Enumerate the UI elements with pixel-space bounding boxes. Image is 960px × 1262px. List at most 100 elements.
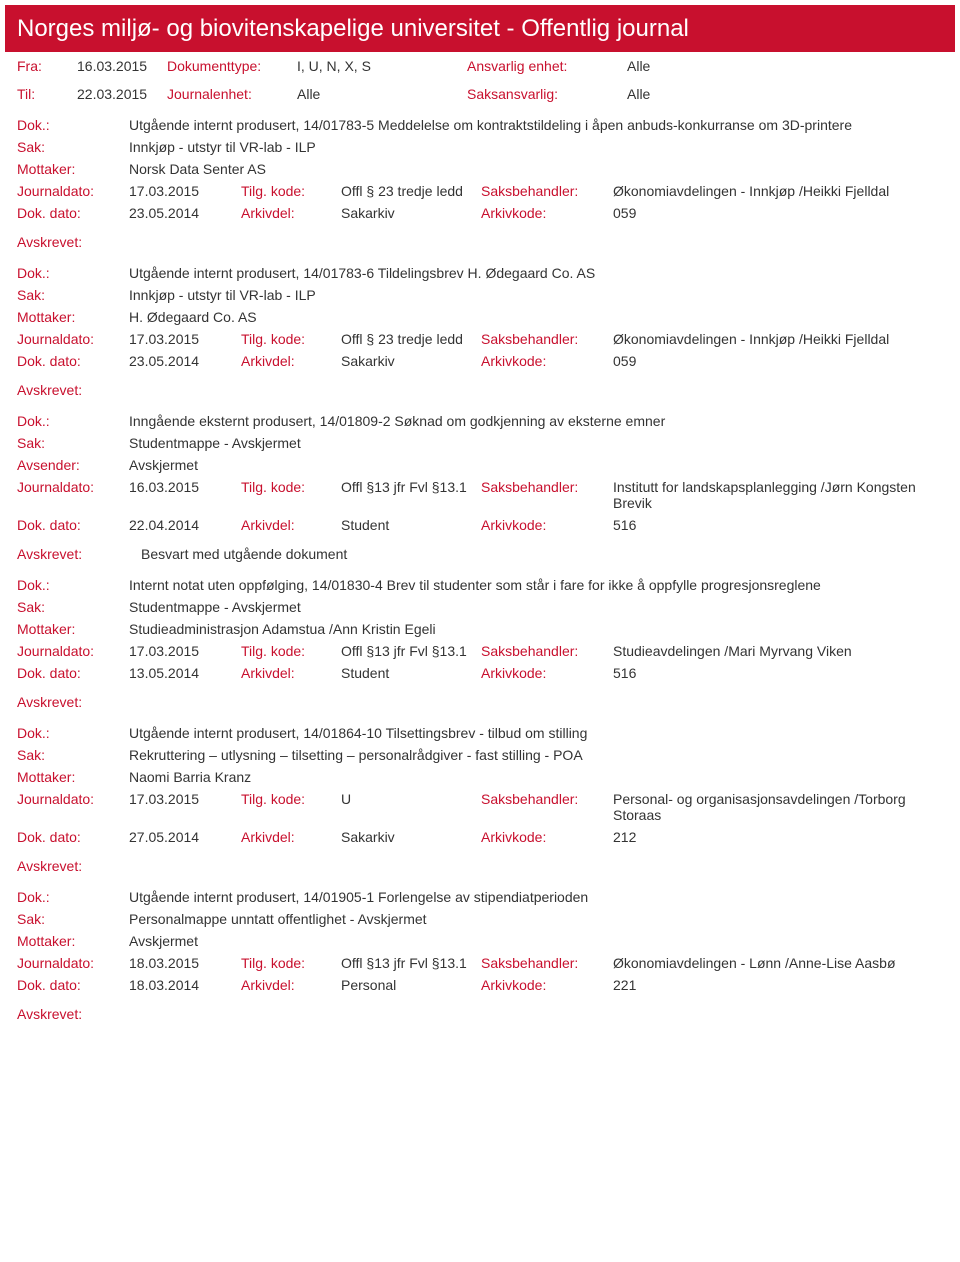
avskrevet-label: Avskrevet: <box>17 382 129 398</box>
doktype-value: I, U, N, X, S <box>297 58 467 74</box>
ansvarlig-label: Ansvarlig enhet: <box>467 58 627 74</box>
meta-row-2: Dok. dato: 13.05.2014 Arkivdel: Student … <box>5 662 955 684</box>
sak-line: Sak: Studentmappe - Avskjermet <box>5 432 955 454</box>
dokdato-value: 22.04.2014 <box>129 517 241 533</box>
party-label: Mottaker: <box>17 161 129 177</box>
arkivdel-value: Sakarkiv <box>341 829 481 845</box>
tilgkode-value: Offl §13 jfr Fvl §13.1 <box>341 643 481 659</box>
filter-row-2: Til: 22.03.2015 Journalenhet: Alle Saksa… <box>5 80 955 108</box>
dok-label: Dok.: <box>17 117 129 133</box>
arkivdel-label: Arkivdel: <box>241 353 341 369</box>
sak-value: Rekruttering – utlysning – tilsetting – … <box>129 747 943 763</box>
arkivkode-value: 516 <box>613 665 943 681</box>
dokdato-label: Dok. dato: <box>17 517 129 533</box>
dok-label: Dok.: <box>17 725 129 741</box>
meta-row-1: Journaldato: 17.03.2015 Tilg. kode: U Sa… <box>5 788 955 826</box>
party-value: Avskjermet <box>129 457 943 473</box>
dokdato-value: 27.05.2014 <box>129 829 241 845</box>
saksbehandler-label: Saksbehandler: <box>481 643 613 659</box>
arkivdel-label: Arkivdel: <box>241 205 341 221</box>
journalenhet-value: Alle <box>297 86 467 102</box>
saksbehandler-label: Saksbehandler: <box>481 479 613 511</box>
journaldato-value: 18.03.2015 <box>129 955 241 971</box>
arkivkode-value: 059 <box>613 205 943 221</box>
tilgkode-label: Tilg. kode: <box>241 955 341 971</box>
tilgkode-label: Tilg. kode: <box>241 643 341 659</box>
tilgkode-label: Tilg. kode: <box>241 791 341 823</box>
party-label: Mottaker: <box>17 621 129 637</box>
tilgkode-value: Offl § 23 tredje ledd <box>341 331 481 347</box>
sak-value: Innkjøp - utstyr til VR-lab - ILP <box>129 139 943 155</box>
tilgkode-value: Offl § 23 tredje ledd <box>341 183 481 199</box>
avskrevet-label: Avskrevet: <box>17 1006 129 1022</box>
party-line: Mottaker: Norsk Data Senter AS <box>5 158 955 180</box>
arkivkode-value: 221 <box>613 977 943 993</box>
sak-label: Sak: <box>17 599 129 615</box>
saksbehandler-label: Saksbehandler: <box>481 183 613 199</box>
filter-row-1: Fra: 16.03.2015 Dokumenttype: I, U, N, X… <box>5 52 955 80</box>
avskrevet-label: Avskrevet: <box>17 234 129 250</box>
avskrevet-value <box>129 234 141 250</box>
journal-entry: Dok.: Internt notat uten oppfølging, 14/… <box>5 574 955 716</box>
doktype-label: Dokumenttype: <box>167 58 297 74</box>
avskrevet-value: Besvart med utgående dokument <box>129 546 347 562</box>
sak-value: Innkjøp - utstyr til VR-lab - ILP <box>129 287 943 303</box>
tilgkode-value: U <box>341 791 481 823</box>
saksansvarlig-label: Saksansvarlig: <box>467 86 627 102</box>
meta-row-2: Dok. dato: 18.03.2014 Arkivdel: Personal… <box>5 974 955 996</box>
dokdato-label: Dok. dato: <box>17 977 129 993</box>
meta-row-2: Dok. dato: 27.05.2014 Arkivdel: Sakarkiv… <box>5 826 955 848</box>
dok-value: Inngående eksternt produsert, 14/01809-2… <box>129 413 943 429</box>
party-line: Avsender: Avskjermet <box>5 454 955 476</box>
saksbehandler-value: Økonomiavdelingen - Lønn /Anne-Lise Aasb… <box>613 955 943 971</box>
meta-row-1: Journaldato: 17.03.2015 Tilg. kode: Offl… <box>5 328 955 350</box>
journaldato-label: Journaldato: <box>17 643 129 659</box>
dok-label: Dok.: <box>17 889 129 905</box>
journaldato-value: 17.03.2015 <box>129 643 241 659</box>
dok-value: Utgående internt produsert, 14/01783-6 T… <box>129 265 943 281</box>
meta-row-1: Journaldato: 16.03.2015 Tilg. kode: Offl… <box>5 476 955 514</box>
arkivkode-label: Arkivkode: <box>481 665 613 681</box>
avskrevet-line: Avskrevet: <box>5 372 955 404</box>
sak-value: Studentmappe - Avskjermet <box>129 435 943 451</box>
arkivkode-label: Arkivkode: <box>481 829 613 845</box>
tilgkode-value: Offl §13 jfr Fvl §13.1 <box>341 955 481 971</box>
dok-value: Utgående internt produsert, 14/01864-10 … <box>129 725 943 741</box>
dok-value: Utgående internt produsert, 14/01783-5 M… <box>129 117 943 133</box>
party-value: H. Ødegaard Co. AS <box>129 309 943 325</box>
sak-label: Sak: <box>17 139 129 155</box>
entries-container: Dok.: Utgående internt produsert, 14/017… <box>5 114 955 1028</box>
til-label: Til: <box>17 86 77 102</box>
avskrevet-line: Avskrevet: <box>5 848 955 880</box>
party-value: Norsk Data Senter AS <box>129 161 943 177</box>
arkivdel-label: Arkivdel: <box>241 977 341 993</box>
saksbehandler-value: Personal- og organisasjonsavdelingen /To… <box>613 791 943 823</box>
sak-line: Sak: Innkjøp - utstyr til VR-lab - ILP <box>5 136 955 158</box>
arkivkode-label: Arkivkode: <box>481 517 613 533</box>
arkivkode-label: Arkivkode: <box>481 977 613 993</box>
sak-line: Sak: Personalmappe unntatt offentlighet … <box>5 908 955 930</box>
saksbehandler-value: Økonomiavdelingen - Innkjøp /Heikki Fjel… <box>613 183 943 199</box>
arkivkode-label: Arkivkode: <box>481 205 613 221</box>
arkivdel-value: Student <box>341 665 481 681</box>
dok-value: Internt notat uten oppfølging, 14/01830-… <box>129 577 943 593</box>
journalenhet-label: Journalenhet: <box>167 86 297 102</box>
arkivdel-value: Sakarkiv <box>341 205 481 221</box>
party-value: Naomi Barria Kranz <box>129 769 943 785</box>
arkivdel-label: Arkivdel: <box>241 517 341 533</box>
saksbehandler-value: Økonomiavdelingen - Innkjøp /Heikki Fjel… <box>613 331 943 347</box>
party-label: Mottaker: <box>17 769 129 785</box>
journaldato-label: Journaldato: <box>17 183 129 199</box>
dok-label: Dok.: <box>17 577 129 593</box>
dok-line: Dok.: Inngående eksternt produsert, 14/0… <box>5 410 955 432</box>
saksbehandler-label: Saksbehandler: <box>481 331 613 347</box>
journaldato-label: Journaldato: <box>17 331 129 347</box>
saksbehandler-label: Saksbehandler: <box>481 955 613 971</box>
party-line: Mottaker: H. Ødegaard Co. AS <box>5 306 955 328</box>
avskrevet-label: Avskrevet: <box>17 858 129 874</box>
fra-label: Fra: <box>17 58 77 74</box>
dokdato-label: Dok. dato: <box>17 205 129 221</box>
journal-entry: Dok.: Utgående internt produsert, 14/019… <box>5 886 955 1028</box>
sak-line: Sak: Studentmappe - Avskjermet <box>5 596 955 618</box>
dok-line: Dok.: Utgående internt produsert, 14/017… <box>5 114 955 136</box>
